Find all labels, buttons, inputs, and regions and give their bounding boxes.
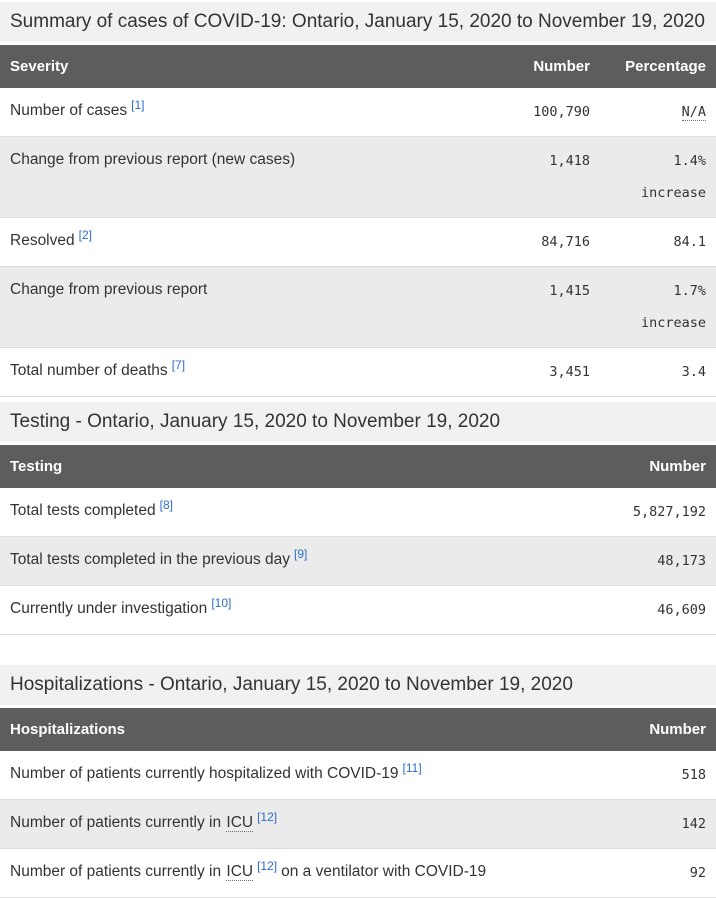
row-label: Change from previous report (new cases) <box>10 151 296 168</box>
severity-header-row: Severity Number Percentage <box>0 45 716 88</box>
number-cell: 1,418 <box>482 136 600 218</box>
row-label: Number of patients currently in <box>10 814 222 831</box>
table-row: Number of cases [1] 100,790 N/A <box>0 88 716 137</box>
na-abbr: N/A <box>681 104 706 121</box>
footnote-link[interactable]: [11] <box>402 761 422 775</box>
percentage-cell: 1.4% increase <box>600 136 716 218</box>
footnote-marker: [7] <box>172 358 185 372</box>
table-row: Change from previous report 1,415 1.7% i… <box>0 266 716 348</box>
severity-table: Severity Number Percentage Number of cas… <box>0 45 716 397</box>
row-label-cell: Number of cases [1] <box>0 88 482 137</box>
row-label: Number of patients currently hospitalize… <box>10 765 399 782</box>
number-cell: 46,609 <box>586 585 716 635</box>
row-label: Resolved <box>10 232 75 249</box>
severity-column-header: Severity <box>0 45 482 88</box>
hospitalizations-header-row: Hospitalizations Number <box>0 708 716 751</box>
row-label: Number of cases <box>10 102 128 119</box>
row-label-cell: Number of patients currently hospitalize… <box>0 751 586 800</box>
percentage-cell: N/A <box>600 88 716 137</box>
percentage-cell: 3.4 <box>600 347 716 397</box>
footnote-marker: [12] <box>257 810 277 824</box>
row-label: Total tests completed in the previous da… <box>10 551 291 568</box>
number-cell: 48,173 <box>586 536 716 586</box>
testing-column-header: Testing <box>0 445 586 488</box>
table-row: Total tests completed in the previous da… <box>0 536 716 586</box>
footnote-link[interactable]: [1] <box>131 98 145 112</box>
row-label-cell: Total tests completed in the previous da… <box>0 536 586 586</box>
row-label-cell: Change from previous report <box>0 266 482 348</box>
row-label-cell: Number of patients currently in ICU [12] o… <box>0 848 586 898</box>
number-column-header: Number <box>586 445 716 488</box>
number-cell: 1,415 <box>482 266 600 348</box>
severity-table-section: Summary of cases of COVID-19: Ontario, J… <box>0 2 716 397</box>
footnote-link[interactable]: [12] <box>257 859 278 873</box>
table-row: Resolved [2] 84,716 84.1 <box>0 217 716 267</box>
row-label: Currently under investigation <box>10 600 208 617</box>
percentage-value: 1.7% <box>673 283 706 299</box>
severity-table-caption: Summary of cases of COVID-19: Ontario, J… <box>0 2 716 42</box>
footnote-link[interactable]: [7] <box>171 358 186 372</box>
number-cell: 142 <box>586 799 716 849</box>
hospitalizations-table: Hospitalizations Number Number of patien… <box>0 708 716 898</box>
percentage-value: 1.4% <box>673 153 706 169</box>
footnote-marker: [8] <box>160 498 173 512</box>
footnote-marker: [1] <box>131 98 144 112</box>
percentage-cell: 1.7% increase <box>600 266 716 348</box>
table-row: Number of patients currently in ICU [12] o… <box>0 848 716 898</box>
number-cell: 92 <box>586 848 716 898</box>
footnote-link[interactable]: [12] <box>257 810 278 824</box>
icu-abbr: ICU <box>226 814 254 832</box>
footnote-link[interactable]: [10] <box>211 596 232 610</box>
number-column-header: Number <box>482 45 600 88</box>
row-label-cell: Number of patients currently in ICU [12] <box>0 799 586 849</box>
row-label: Total tests completed <box>10 502 156 519</box>
percentage-cell: 84.1 <box>600 217 716 267</box>
icu-abbr: ICU <box>226 863 254 881</box>
footnote-marker: [12] <box>257 859 277 873</box>
row-label-cell: Currently under investigation [10] <box>0 585 586 635</box>
percentage-column-header: Percentage <box>600 45 716 88</box>
row-label: Change from previous report <box>10 281 208 298</box>
testing-table-caption: Testing - Ontario, January 15, 2020 to N… <box>0 402 716 442</box>
testing-header-row: Testing Number <box>0 445 716 488</box>
number-cell: 3,451 <box>482 347 600 397</box>
row-label-cell: Total number of deaths [7] <box>0 347 482 397</box>
testing-table-section: Testing - Ontario, January 15, 2020 to N… <box>0 402 716 635</box>
table-row: Total tests completed [8] 5,827,192 <box>0 488 716 537</box>
number-cell: 518 <box>586 751 716 800</box>
table-row: Currently under investigation [10] 46,609 <box>0 585 716 635</box>
number-column-header: Number <box>586 708 716 751</box>
percentage-note: increase <box>640 185 706 201</box>
row-label-cell: Resolved [2] <box>0 217 482 267</box>
row-label: Total number of deaths <box>10 362 168 379</box>
number-cell: 100,790 <box>482 88 600 137</box>
table-row: Total number of deaths [7] 3,451 3.4 <box>0 347 716 397</box>
percentage-note: increase <box>640 315 706 331</box>
table-row: Number of patients currently in ICU [12] … <box>0 799 716 849</box>
row-label: Number of patients currently in <box>10 863 222 880</box>
footnote-marker: [10] <box>211 596 231 610</box>
number-cell: 5,827,192 <box>586 488 716 537</box>
testing-table: Testing Number Total tests completed [8] … <box>0 445 716 635</box>
hospitalizations-table-caption: Hospitalizations - Ontario, January 15, … <box>0 665 716 705</box>
table-row: Number of patients currently hospitalize… <box>0 751 716 800</box>
row-label-cell: Total tests completed [8] <box>0 488 586 537</box>
footnote-marker: [2] <box>79 228 92 242</box>
row-label-cell: Change from previous report (new cases) <box>0 136 482 218</box>
hospitalizations-table-section: Hospitalizations - Ontario, January 15, … <box>0 665 716 898</box>
footnote-link[interactable]: [8] <box>159 498 173 512</box>
footnote-marker: [9] <box>294 547 307 561</box>
table-row: Change from previous report (new cases) … <box>0 136 716 218</box>
number-cell: 84,716 <box>482 217 600 267</box>
footnote-link[interactable]: [9] <box>294 547 308 561</box>
footnote-marker: [11] <box>403 761 422 775</box>
row-label-suffix: on a ventilator with COVID-19 <box>281 863 487 880</box>
hospitalizations-column-header: Hospitalizations <box>0 708 586 751</box>
footnote-link[interactable]: [2] <box>78 228 92 242</box>
